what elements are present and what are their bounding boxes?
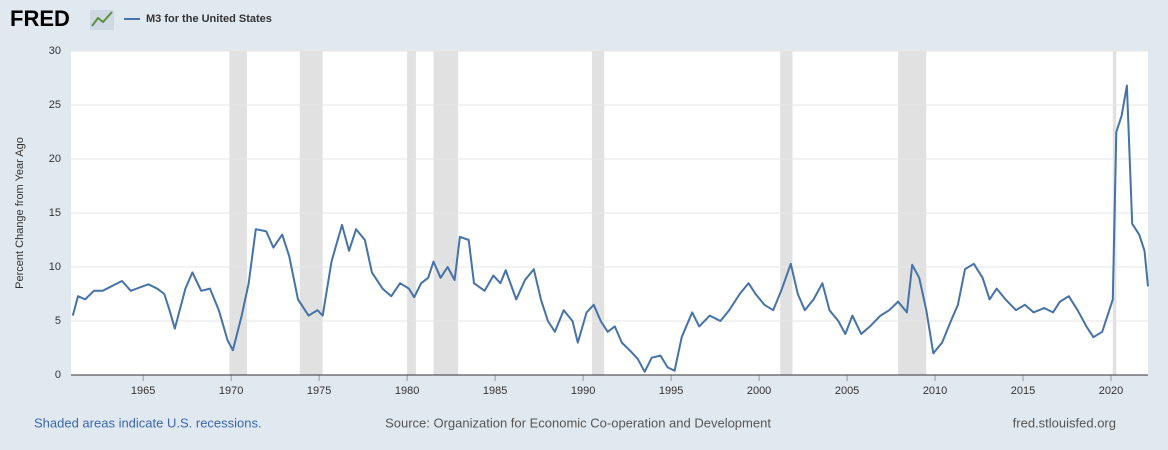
footer-url: fred.stlouisfed.org: [1013, 415, 1116, 430]
x-tick-label: 1980: [395, 385, 419, 397]
y-tick-label: 30: [49, 45, 61, 57]
y-tick-label: 0: [55, 369, 61, 381]
x-tick-label: 1990: [571, 385, 595, 397]
x-tick-label: 1975: [307, 385, 331, 397]
logo-icon: [90, 10, 114, 30]
x-tick-label: 2015: [1011, 385, 1035, 397]
footer-note: Shaded areas indicate U.S. recessions.: [34, 415, 262, 430]
x-tick-label: 2005: [835, 385, 859, 397]
x-tick-label: 2020: [1099, 385, 1123, 397]
series-line: [71, 84, 1149, 373]
y-tick-label: 25: [49, 99, 61, 111]
x-tick-label: 1965: [131, 385, 155, 397]
y-axis-label: Percent Change from Year Ago: [14, 137, 26, 289]
y-tick-label: 15: [49, 207, 61, 219]
footer-source: Source: Organization for Economic Co-ope…: [385, 415, 771, 430]
x-tick-label: 2000: [747, 385, 771, 397]
x-tick-label: 2010: [923, 385, 947, 397]
y-tick-label: 20: [49, 153, 61, 165]
x-tick-label: 1985: [483, 385, 507, 397]
brand-logo: FRED: [10, 6, 70, 31]
legend-label: M3 for the United States: [146, 13, 272, 25]
y-tick-label: 5: [55, 315, 61, 327]
x-tick-label: 1995: [659, 385, 683, 397]
y-tick-label: 10: [49, 261, 61, 273]
x-tick-label: 1970: [219, 385, 243, 397]
